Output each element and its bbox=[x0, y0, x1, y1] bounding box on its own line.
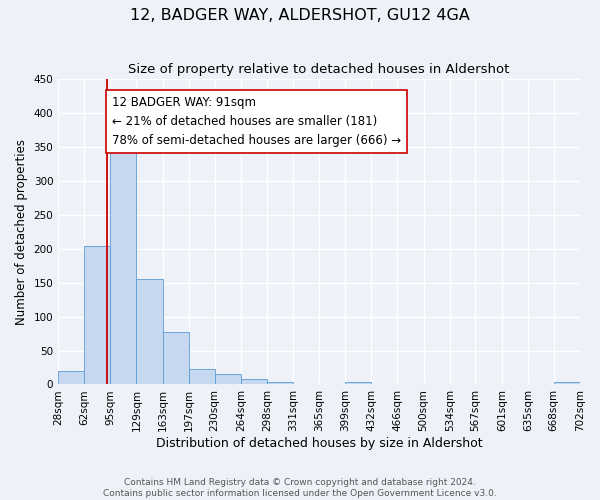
Bar bbox=[267, 382, 293, 384]
Title: Size of property relative to detached houses in Aldershot: Size of property relative to detached ho… bbox=[128, 62, 510, 76]
Bar bbox=[58, 371, 85, 384]
Bar bbox=[346, 382, 371, 384]
Bar bbox=[163, 332, 189, 384]
Bar bbox=[110, 135, 136, 384]
Bar bbox=[189, 369, 215, 384]
Text: 12, BADGER WAY, ALDERSHOT, GU12 4GA: 12, BADGER WAY, ALDERSHOT, GU12 4GA bbox=[130, 8, 470, 22]
Text: 12 BADGER WAY: 91sqm
← 21% of detached houses are smaller (181)
78% of semi-deta: 12 BADGER WAY: 91sqm ← 21% of detached h… bbox=[112, 96, 401, 148]
Bar bbox=[85, 246, 110, 384]
X-axis label: Distribution of detached houses by size in Aldershot: Distribution of detached houses by size … bbox=[156, 437, 482, 450]
Text: Contains HM Land Registry data © Crown copyright and database right 2024.
Contai: Contains HM Land Registry data © Crown c… bbox=[103, 478, 497, 498]
Y-axis label: Number of detached properties: Number of detached properties bbox=[15, 139, 28, 325]
Bar bbox=[136, 278, 163, 384]
Bar bbox=[241, 379, 267, 384]
Bar bbox=[215, 374, 241, 384]
Bar bbox=[554, 382, 580, 384]
